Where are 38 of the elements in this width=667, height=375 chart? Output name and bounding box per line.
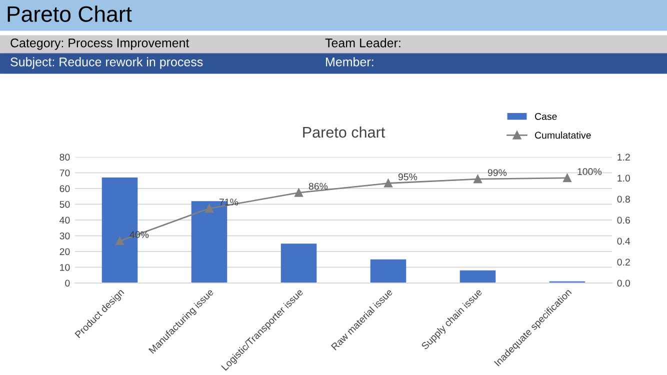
y-tick-label: 60 <box>60 185 70 192</box>
legend-label: Cumulatative <box>535 132 591 139</box>
text: Team Leader: <box>325 38 400 48</box>
point <box>384 179 392 188</box>
y2-tick-label: 0.0 <box>617 280 630 287</box>
y-tick-label: 50 <box>60 200 70 208</box>
text: Category: Process Improvement <box>10 38 190 50</box>
legend-label: Case <box>535 113 557 120</box>
y2-tick-label: 0.2 <box>617 258 630 266</box>
y2-tick-label: 0.8 <box>617 196 630 203</box>
point <box>294 188 303 197</box>
y2-tick-label: 1.0 <box>618 174 630 182</box>
text: Subject: Reduce rework in process <box>10 57 203 69</box>
y-tick-label: 10 <box>60 264 70 271</box>
y2-tick-label: 0.6 <box>617 216 630 224</box>
y-tick-label: 70 <box>60 169 70 176</box>
y-tick-label: 0 <box>65 280 70 287</box>
text: Pareto Chart <box>8 6 132 22</box>
bar <box>280 244 317 283</box>
y-tick-label: 80 <box>60 154 70 161</box>
point <box>205 204 214 213</box>
y2-tick-label: 0.4 <box>617 238 630 245</box>
chart-title: Pareto chart <box>303 126 385 138</box>
data-label: 95% <box>398 173 418 180</box>
data-label: 86% <box>308 182 328 190</box>
y2-tick-label: 1.2 <box>618 154 630 161</box>
point <box>116 236 124 246</box>
bar <box>460 270 496 283</box>
bar <box>370 259 406 283</box>
point <box>563 174 572 182</box>
text: Member: <box>326 57 374 66</box>
y-tick-label: 20 <box>60 248 70 256</box>
point <box>474 174 482 184</box>
data-label: 100% <box>578 168 602 176</box>
data-label: 40% <box>130 231 149 238</box>
y-tick-label: 30 <box>60 232 70 240</box>
data-label: 99% <box>488 169 507 176</box>
y-tick-label: 40 <box>60 216 70 224</box>
